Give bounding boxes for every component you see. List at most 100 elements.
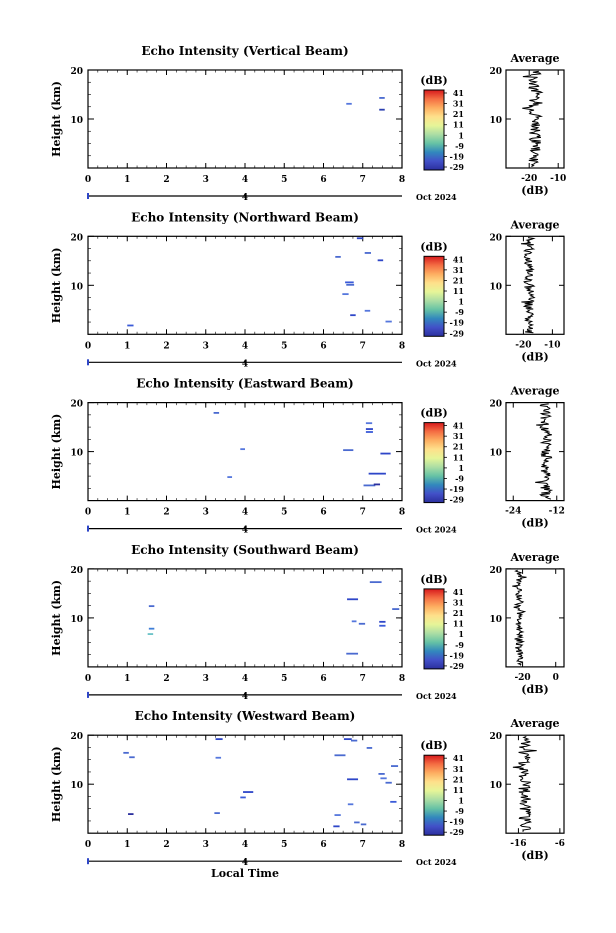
echo-segment bbox=[364, 252, 371, 254]
profile-x-tick-label: -12 bbox=[549, 507, 565, 517]
plot-frame bbox=[87, 402, 403, 502]
date-tick-label: 4 bbox=[242, 692, 248, 702]
x-tick-label: 0 bbox=[85, 341, 91, 351]
y-axis-label: Height (km) bbox=[50, 746, 63, 822]
y-tick-label: 20 bbox=[70, 233, 83, 243]
panel-2: Echo Intensity (Northward Beam) 0 1 2 3 4 5 6 7 8… bbox=[50, 210, 565, 369]
echo-segment bbox=[385, 320, 392, 323]
x-tick-label: 8 bbox=[399, 508, 405, 518]
echo-segment bbox=[351, 620, 357, 623]
colorbar-tick-label: 11 bbox=[453, 120, 464, 130]
profile-line bbox=[512, 736, 537, 832]
x-tick-label: 5 bbox=[281, 508, 287, 518]
x-tick-label: 1 bbox=[124, 341, 130, 351]
echo-segment bbox=[354, 821, 360, 824]
colorbar-tick-label: 11 bbox=[453, 785, 464, 795]
x-tick-label: 2 bbox=[163, 175, 169, 185]
profile-title: Average bbox=[509, 218, 559, 231]
y-tick-label: 10 bbox=[70, 781, 83, 791]
profile-frame bbox=[505, 235, 565, 335]
colorbar-unit: (dB) bbox=[420, 407, 447, 420]
echo-segment bbox=[243, 791, 254, 793]
colorbar-unit: (dB) bbox=[420, 74, 447, 87]
profile-x-label: (dB) bbox=[521, 184, 548, 197]
x-tick-label: 8 bbox=[399, 341, 405, 351]
profile-line bbox=[520, 237, 536, 334]
y-axis-label: Height (km) bbox=[50, 580, 63, 656]
colorbar-tick-label: 21 bbox=[453, 774, 464, 784]
x-tick-label: 6 bbox=[320, 175, 326, 185]
plot-frame bbox=[87, 734, 403, 834]
colorbar-tick-label: 41 bbox=[453, 88, 464, 98]
x-axis-label: Local Time bbox=[211, 867, 279, 880]
colorbar bbox=[423, 754, 445, 836]
colorbar-tick-label: 41 bbox=[453, 254, 464, 264]
echo-segment bbox=[368, 472, 386, 475]
x-tick-label: 7 bbox=[360, 840, 366, 850]
x-tick-label: 3 bbox=[203, 674, 209, 684]
x-tick-label: 3 bbox=[203, 840, 209, 850]
echo-segment bbox=[240, 448, 245, 451]
x-tick-label: 7 bbox=[360, 674, 366, 684]
colorbar-tick-label: -19 bbox=[450, 484, 465, 494]
x-tick-label: 1 bbox=[124, 674, 130, 684]
colorbar-tick-label: -19 bbox=[450, 650, 465, 660]
profile-x-tick-label: -20 bbox=[515, 340, 531, 350]
date-label: Oct 2024 bbox=[416, 358, 457, 368]
y-axis-label: Height (km) bbox=[50, 247, 63, 323]
profile-line bbox=[535, 403, 554, 500]
colorbar-tick-label: 11 bbox=[453, 286, 464, 296]
colorbar-tick-label: 1 bbox=[458, 463, 464, 473]
x-tick-label: 1 bbox=[124, 508, 130, 518]
x-tick-label: 0 bbox=[85, 674, 91, 684]
profile-x-label: (dB) bbox=[521, 683, 548, 696]
colorbar-tick-label: -29 bbox=[450, 661, 465, 671]
x-tick-label: 4 bbox=[242, 175, 248, 185]
profile-y-tick-label: 10 bbox=[489, 449, 502, 459]
echo-segment bbox=[350, 314, 356, 317]
echo-segment bbox=[347, 778, 359, 781]
echo-segment bbox=[128, 813, 134, 815]
x-tick-label: 1 bbox=[124, 175, 130, 185]
echo-segment bbox=[214, 812, 220, 815]
x-tick-label: 5 bbox=[281, 840, 287, 850]
x-tick-label: 4 bbox=[242, 508, 248, 518]
panel-4: Echo Intensity (Southward Beam) 0 1 2 3 4 5 6 7 8… bbox=[50, 543, 565, 702]
echo-segment bbox=[385, 781, 392, 784]
colorbar-tick-label: 11 bbox=[453, 452, 464, 462]
colorbar-tick-label: 31 bbox=[453, 431, 464, 441]
colorbar-tick-label: 31 bbox=[453, 764, 464, 774]
colorbar-tick-label: 31 bbox=[453, 99, 464, 109]
profile-title: Average bbox=[509, 385, 559, 398]
colorbar-tick-label: -29 bbox=[450, 495, 465, 505]
panel-3: Echo Intensity (Eastward Beam) 0 1 2 3 4 5 6 7 8 1… bbox=[50, 377, 565, 536]
echo-segment bbox=[391, 765, 399, 767]
date-label: Oct 2024 bbox=[416, 525, 457, 535]
y-tick-label: 10 bbox=[70, 615, 83, 625]
date-label: Oct 2024 bbox=[416, 192, 457, 202]
profile-title: Average bbox=[509, 551, 559, 564]
x-tick-label: 6 bbox=[320, 674, 326, 684]
colorbar-tick-label: -9 bbox=[455, 473, 464, 483]
profile-x-label: (dB) bbox=[521, 350, 548, 363]
echo-segment bbox=[148, 605, 155, 608]
x-tick-label: 6 bbox=[320, 341, 326, 351]
profile-y-tick-label: 10 bbox=[489, 282, 502, 292]
colorbar-unit: (dB) bbox=[420, 739, 447, 752]
echo-segment bbox=[373, 483, 381, 486]
x-tick-label: 7 bbox=[360, 341, 366, 351]
y-tick-label: 10 bbox=[70, 116, 83, 126]
colorbar-tick-label: 1 bbox=[458, 795, 464, 805]
echo-segment bbox=[379, 624, 386, 627]
colorbar-tick-label: -19 bbox=[450, 151, 465, 161]
profile-x-label: (dB) bbox=[521, 517, 548, 530]
echo-segment bbox=[347, 598, 359, 601]
echo-segment bbox=[147, 633, 154, 635]
profile-y-tick-label: 20 bbox=[489, 233, 502, 243]
echo-segment bbox=[334, 754, 346, 757]
echo-segment bbox=[379, 108, 385, 111]
colorbar-tick-label: -9 bbox=[455, 806, 464, 816]
profile-frame bbox=[505, 734, 565, 834]
x-tick-label: 8 bbox=[399, 175, 405, 185]
x-tick-label: 2 bbox=[163, 508, 169, 518]
